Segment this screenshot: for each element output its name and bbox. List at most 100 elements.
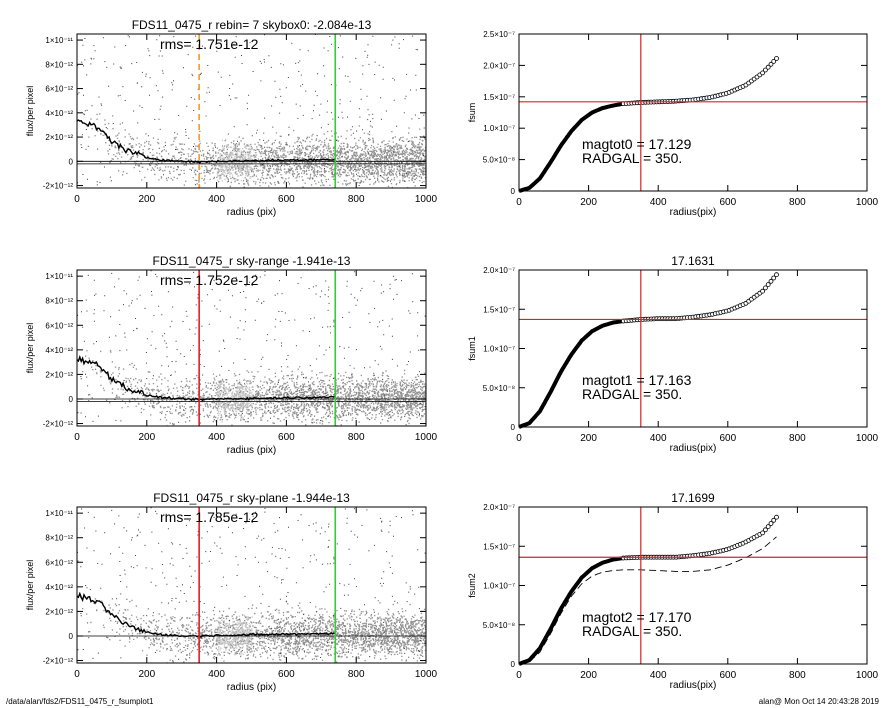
y-tick-label: 1.5×10⁻⁷	[483, 542, 515, 551]
magtot-annotation: magtot0 = 17.129	[582, 136, 692, 152]
fsum-point	[774, 56, 779, 61]
x-tick-label: 0	[74, 194, 80, 205]
rms-annotation: rms= 1.752e-12	[160, 272, 259, 288]
fsum-point	[760, 70, 765, 76]
y-tick-label: 0	[69, 395, 74, 404]
y-tick-label: 1.5×10⁻⁷	[483, 93, 515, 102]
scatter-points	[77, 507, 426, 663]
x-tick-label: 600	[278, 432, 295, 443]
fsum-panel-2: 0 200 400 600 800 1000 0 5.0×10⁻⁸ 1.0×10⁻⁷ 1.5×10…	[467, 254, 879, 454]
scatter-points	[77, 270, 426, 426]
x-tick-label: 1000	[415, 432, 438, 443]
y-tick-label: 1×10⁻¹¹	[45, 272, 73, 281]
radgal-annotation: RADGAL = 350.	[582, 623, 682, 639]
y-tick-label: -2×10⁻¹²	[43, 182, 74, 191]
user-timestamp-label: alan@ Mon Oct 14 20:43:28 2019	[758, 697, 879, 706]
y-tick-label: 0	[69, 632, 74, 641]
y-tick-label: 0	[511, 423, 516, 432]
y-tick-label: 2.0×10⁻⁷	[483, 503, 515, 512]
x-axis-label: radius (pix)	[227, 445, 276, 456]
fsum-point	[768, 521, 774, 526]
y-tick-label: 6×10⁻¹²	[45, 85, 73, 94]
mean-profile-line	[77, 591, 336, 638]
x-tick-label: 200	[138, 194, 155, 205]
rms-annotation: rms= 1.785e-12	[160, 509, 259, 525]
x-tick-label: 400	[208, 432, 225, 443]
x-axis-label: radius(pix)	[670, 680, 717, 691]
masked-scatter	[216, 138, 253, 183]
fsum-point	[771, 59, 777, 64]
x-tick-label: 600	[719, 433, 736, 444]
chart-title: 17.1699	[671, 491, 715, 505]
y-tick-label: 0	[511, 187, 516, 196]
y-axis-label: flux/per pixel	[25, 86, 35, 137]
x-tick-label: 800	[348, 194, 365, 205]
y-axis-label: fsum1	[467, 336, 477, 361]
fsum-series	[518, 514, 779, 666]
fsum-dashed-curve	[518, 536, 777, 665]
magtot-annotation: magtot2 = 17.170	[582, 609, 692, 625]
y-axis-label: flux/per pixel	[25, 323, 35, 374]
y-tick-label: 4×10⁻¹²	[45, 109, 73, 118]
fsum-series	[518, 56, 779, 193]
profile-panel-3: 0 200 400 600 800 1000-2×10⁻¹²02×10⁻¹²4×10⁻¹²…	[25, 491, 438, 693]
x-tick-label: 800	[789, 197, 806, 208]
plot-frame	[76, 269, 427, 427]
y-tick-label: -2×10⁻¹²	[43, 420, 74, 429]
y-tick-label: 1.0×10⁻⁷	[483, 582, 515, 591]
chart-title: 17.1631	[671, 254, 715, 268]
y-tick-label: 2.0×10⁻⁷	[483, 61, 515, 70]
x-tick-label: 400	[650, 670, 667, 681]
x-tick-label: 0	[516, 197, 522, 208]
x-axis-label: radius(pix)	[670, 207, 717, 218]
plot-frame	[518, 269, 868, 428]
fsum-point	[765, 64, 771, 70]
scatter-points	[77, 34, 426, 188]
y-tick-label: 8×10⁻¹²	[45, 60, 73, 69]
y-tick-label: 4×10⁻¹²	[45, 583, 73, 592]
radgal-annotation: RADGAL = 350.	[582, 386, 682, 402]
y-tick-label: -2×10⁻¹²	[43, 657, 74, 666]
y-tick-label: 0	[69, 157, 74, 166]
fsum-point	[771, 275, 777, 281]
x-tick-label: 400	[650, 197, 667, 208]
x-tick-label: 1000	[856, 670, 879, 681]
x-tick-label: 1000	[856, 197, 879, 208]
radgal-annotation: RADGAL = 350.	[582, 150, 682, 166]
x-tick-label: 400	[208, 194, 225, 205]
x-tick-label: 600	[719, 670, 736, 681]
fsum-point	[760, 288, 765, 294]
x-axis-label: radius (pix)	[227, 207, 276, 218]
x-tick-label: 400	[208, 669, 225, 680]
x-tick-label: 200	[138, 432, 155, 443]
y-tick-label: 2×10⁻¹²	[45, 607, 73, 616]
y-tick-label: 1×10⁻¹¹	[45, 36, 73, 45]
y-tick-label: 2.0×10⁻⁷	[483, 266, 515, 275]
x-tick-label: 600	[278, 669, 295, 680]
y-tick-label: 8×10⁻¹²	[45, 534, 73, 543]
x-tick-label: 1000	[415, 194, 438, 205]
mean-profile-line	[77, 119, 336, 164]
x-tick-label: 200	[138, 669, 155, 680]
y-tick-label: 1.0×10⁻⁷	[483, 345, 515, 354]
rms-annotation: rms= 1.751e-12	[160, 36, 259, 52]
y-tick-label: 2×10⁻¹²	[45, 370, 73, 379]
x-tick-label: 1000	[856, 433, 879, 444]
fsum-point	[774, 514, 779, 520]
y-tick-label: 8×10⁻¹²	[45, 297, 73, 306]
plot-frame	[518, 33, 868, 192]
magtot-annotation: magtot1 = 17.163	[582, 372, 692, 388]
y-tick-label: 5.0×10⁻⁸	[483, 384, 515, 393]
x-tick-label: 800	[348, 432, 365, 443]
fsum-point	[765, 282, 771, 288]
fsum-point	[763, 285, 768, 291]
x-tick-label: 0	[516, 670, 522, 681]
y-axis-label: flux/per pixel	[25, 560, 35, 611]
dense-scatter	[82, 343, 426, 426]
profile-panel-2: 0 200 400 600 800 1000-2×10⁻¹²02×10⁻¹²4×10⁻¹²…	[25, 254, 438, 456]
fsum-point	[763, 527, 768, 533]
y-tick-label: 2.5×10⁻⁷	[483, 30, 515, 39]
x-tick-label: 800	[789, 433, 806, 444]
y-tick-label: 1.5×10⁻⁷	[483, 305, 515, 314]
